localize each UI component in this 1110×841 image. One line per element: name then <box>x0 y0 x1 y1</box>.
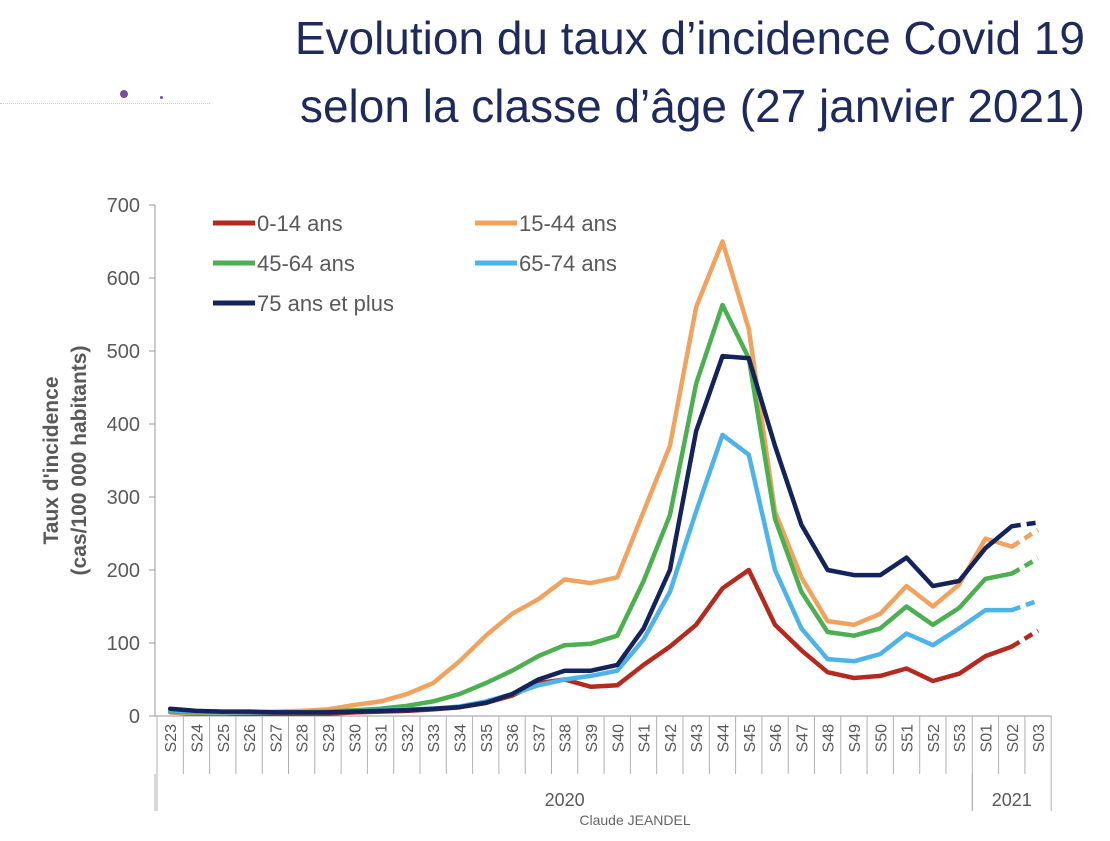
legend-label-15-44-ans: 15-44 ans <box>519 211 617 236</box>
x-tick-label: S23 <box>163 724 180 753</box>
y-tick-label: 300 <box>107 487 140 509</box>
x-tick-label: S42 <box>663 724 680 753</box>
legend-label-0-14-ans: 0-14 ans <box>257 211 343 236</box>
y-tick-label: 600 <box>107 268 140 290</box>
x-tick-label: S27 <box>268 724 285 753</box>
x-tick-label: S28 <box>295 724 312 753</box>
x-tick-label: S37 <box>531 724 548 753</box>
series-projection-75-ans-et-plus <box>1011 520 1039 529</box>
x-tick-label: S51 <box>900 724 917 753</box>
y-tick-label: 200 <box>107 560 140 582</box>
series-projection-45-64-ans <box>1010 556 1040 576</box>
y-axis-title-units: (cas/100 000 habitants) <box>68 346 91 576</box>
x-tick-label: S02 <box>1005 724 1022 753</box>
legend-label-45-64-ans: 45-64 ans <box>257 251 355 276</box>
chart-axes: 0 100 200 300 400 500 600 700 S23 S24 S25 S26 S27 S28… <box>40 195 1052 811</box>
legend-label-65-74-ans: 65-74 ans <box>519 251 617 276</box>
x-tick-label: S36 <box>505 724 522 753</box>
year-group-label: 2020 <box>545 790 585 810</box>
x-tick-label: S35 <box>479 724 496 753</box>
decorative-bullet-icon <box>120 90 128 98</box>
slide-title-line-1: Evolution du taux d’incidence Covid 19 <box>294 12 1085 64</box>
x-tick-label: S34 <box>452 724 469 753</box>
x-tick-label: S49 <box>847 724 864 753</box>
x-tick-label: S43 <box>689 724 706 753</box>
x-tick-label: S30 <box>347 724 364 753</box>
series-projection-65-74-ans <box>1011 598 1039 613</box>
x-tick-label: S41 <box>637 724 654 753</box>
x-tick-label: S29 <box>321 724 338 753</box>
decorative-dot-icon <box>160 96 163 99</box>
x-tick-label: S48 <box>821 724 838 753</box>
y-tick-label: 400 <box>107 414 140 436</box>
x-tick-label: S01 <box>978 724 995 753</box>
series-line-75-ans-et-plus <box>167 353 1015 715</box>
y-tick-label: 500 <box>107 341 140 363</box>
chart-legend: 0-14 ans 15-44 ans 45-64 ans 65-74 ans 75 an… <box>213 211 617 316</box>
x-tick-label: S25 <box>216 724 233 753</box>
y-tick-label: 0 <box>129 706 140 728</box>
x-tick-label: S39 <box>584 724 601 753</box>
x-tick-label: S38 <box>558 724 575 753</box>
x-tick-label: S46 <box>768 724 785 753</box>
x-tick-label: S52 <box>926 724 943 753</box>
footer-author: Claude JEANDEL <box>579 812 691 828</box>
chart-series <box>167 239 1040 717</box>
year-group-label: 2021 <box>992 790 1032 810</box>
series-projection-15-44-ans <box>1010 528 1040 549</box>
y-axis-title: Taux d'incidence <box>40 377 63 545</box>
x-tick-label: S53 <box>952 724 969 753</box>
legend-label-75-ans-et-plus: 75 ans et plus <box>257 291 394 316</box>
x-tick-label: S32 <box>400 724 417 753</box>
slide-title-line-2: selon la classe d’âge (27 janvier 2021) <box>299 80 1085 132</box>
x-tick-label: S44 <box>715 724 732 753</box>
x-tick-label: S50 <box>873 724 890 753</box>
y-tick-label: 700 <box>107 195 140 217</box>
x-tick-label: S40 <box>610 724 627 753</box>
decorative-dotted-rule <box>0 103 210 104</box>
x-tick-label: S47 <box>794 724 811 753</box>
x-tick-label: S33 <box>426 724 443 753</box>
x-tick-label: S24 <box>189 724 206 753</box>
x-tick-label: S26 <box>242 724 259 753</box>
x-tick-label: S03 <box>1031 724 1048 753</box>
x-tick-label: S31 <box>374 724 391 753</box>
x-tick-label: S45 <box>742 724 759 753</box>
y-tick-label: 100 <box>107 633 140 655</box>
series-projection-0-14-ans <box>1010 628 1040 649</box>
